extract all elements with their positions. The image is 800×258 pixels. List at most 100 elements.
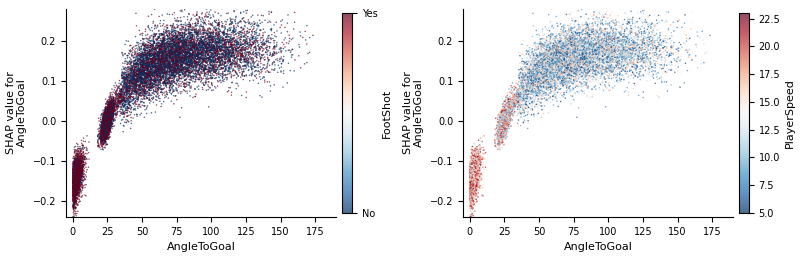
- Point: [606, 35, 618, 39]
- Point: [494, 132, 506, 136]
- Point: [566, 35, 578, 39]
- Point: [134, 66, 147, 70]
- Point: [107, 95, 120, 100]
- Point: [164, 49, 177, 53]
- Point: [541, 82, 554, 86]
- Point: [100, 142, 113, 147]
- Point: [503, 102, 516, 106]
- Point: [154, 68, 166, 72]
- Point: [533, 72, 546, 76]
- Point: [187, 63, 200, 68]
- Point: [186, 52, 198, 57]
- Point: [611, 47, 624, 52]
- Point: [509, 95, 522, 99]
- Point: [546, 56, 558, 60]
- Point: [524, 76, 537, 80]
- Point: [597, 46, 610, 50]
- Point: [468, 188, 481, 192]
- Point: [261, 69, 274, 73]
- Point: [159, 69, 172, 73]
- Point: [550, 52, 563, 56]
- Point: [160, 59, 173, 63]
- Point: [516, 84, 529, 88]
- Point: [160, 29, 173, 33]
- Point: [77, 175, 90, 179]
- Point: [466, 161, 478, 165]
- Point: [551, 51, 564, 55]
- Point: [71, 179, 84, 183]
- Point: [244, 46, 257, 50]
- Point: [540, 50, 553, 54]
- Point: [79, 139, 92, 143]
- Point: [536, 51, 549, 55]
- Point: [103, 115, 116, 119]
- Point: [103, 115, 116, 119]
- Point: [171, 69, 184, 74]
- Point: [650, 48, 662, 52]
- Point: [499, 122, 512, 126]
- Point: [211, 22, 224, 26]
- Point: [468, 172, 481, 176]
- Point: [125, 91, 138, 95]
- Point: [109, 112, 122, 116]
- Point: [104, 117, 117, 121]
- Point: [498, 111, 511, 115]
- Point: [152, 49, 165, 53]
- Point: [469, 171, 482, 175]
- Point: [170, 75, 183, 79]
- Point: [166, 76, 179, 80]
- Point: [96, 117, 109, 121]
- Point: [99, 121, 112, 125]
- Point: [97, 123, 110, 127]
- Point: [610, 55, 622, 59]
- Point: [600, 39, 613, 43]
- Point: [70, 166, 82, 170]
- Point: [152, 67, 165, 71]
- Point: [572, 40, 585, 44]
- Point: [106, 111, 118, 115]
- Point: [551, 81, 564, 85]
- Point: [520, 85, 533, 89]
- Point: [551, 66, 564, 70]
- Point: [152, 35, 165, 39]
- Point: [466, 187, 478, 191]
- Point: [467, 166, 480, 170]
- Point: [186, 22, 199, 26]
- Point: [165, 54, 178, 59]
- Point: [159, 56, 172, 60]
- Point: [596, 21, 609, 25]
- Point: [570, 72, 582, 76]
- Point: [662, 33, 675, 37]
- Point: [466, 181, 479, 186]
- Point: [597, 80, 610, 84]
- Point: [101, 110, 114, 115]
- Point: [70, 164, 82, 168]
- Point: [303, 50, 316, 54]
- Point: [549, 85, 562, 90]
- Point: [542, 57, 554, 61]
- Point: [98, 116, 111, 120]
- Point: [74, 180, 86, 184]
- Point: [95, 133, 108, 138]
- Point: [188, 30, 201, 34]
- Point: [613, 37, 626, 41]
- Point: [197, 20, 210, 25]
- Point: [98, 119, 111, 124]
- Point: [106, 122, 118, 126]
- Point: [512, 100, 525, 104]
- Point: [568, 60, 581, 64]
- Point: [71, 189, 84, 193]
- Point: [143, 45, 156, 49]
- Point: [70, 170, 83, 174]
- Point: [550, 69, 563, 74]
- Point: [98, 135, 111, 139]
- Point: [464, 211, 477, 215]
- Point: [469, 165, 482, 169]
- Point: [466, 176, 479, 180]
- Point: [100, 121, 113, 125]
- Point: [218, 49, 230, 53]
- Point: [466, 171, 478, 175]
- Point: [102, 136, 115, 140]
- Point: [622, 44, 634, 48]
- Point: [498, 121, 511, 125]
